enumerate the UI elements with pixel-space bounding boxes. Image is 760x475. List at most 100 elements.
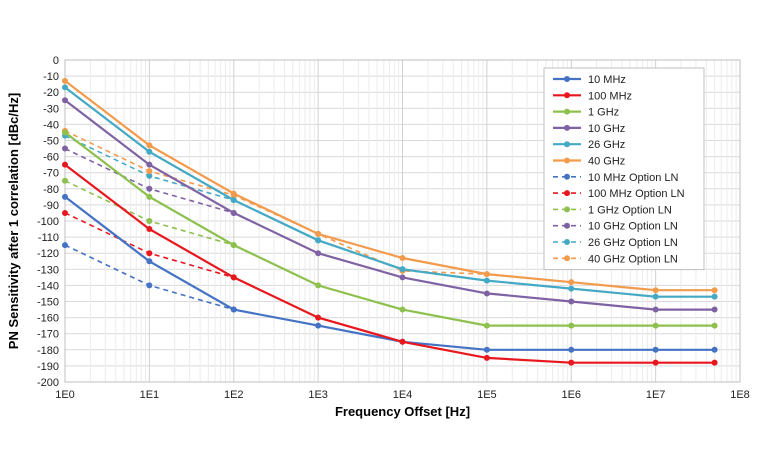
data-point — [711, 306, 718, 313]
plot-area-border — [64, 59, 741, 383]
series-1-ghz — [62, 129, 718, 329]
legend-item: 10 MHz Option LN — [553, 172, 679, 184]
legend-marker — [564, 141, 570, 148]
data-point — [230, 306, 237, 313]
legend-label: 10 MHz Option LN — [588, 172, 679, 184]
data-point — [483, 271, 490, 278]
y-tick-label: -160 — [37, 313, 59, 325]
data-point — [568, 322, 575, 329]
series-10-ghz — [62, 97, 718, 313]
legend-item: 26 GHz — [553, 139, 625, 151]
legend-item: 100 MHz — [553, 90, 632, 102]
data-point — [230, 197, 237, 204]
legend-label: 40 GHz — [588, 156, 625, 168]
data-point — [146, 148, 153, 155]
data-point — [568, 346, 575, 353]
y-tick-label: -50 — [43, 136, 59, 148]
data-point — [483, 290, 490, 297]
data-point — [230, 242, 237, 249]
legend-marker — [564, 190, 570, 197]
data-point — [568, 359, 575, 366]
legend-item: 26 GHz Option LN — [553, 237, 678, 249]
legend-marker — [564, 157, 570, 164]
x-tick-label: 1E0 — [55, 389, 75, 401]
data-point — [62, 84, 68, 91]
legend-marker — [564, 92, 570, 99]
legend-item: 40 GHz — [553, 156, 625, 168]
legend-label: 10 MHz — [588, 74, 626, 86]
x-tick-label: 1E8 — [730, 389, 750, 401]
data-point — [711, 287, 718, 294]
legend-marker — [564, 76, 570, 82]
data-point — [568, 298, 575, 305]
data-point — [62, 193, 68, 200]
y-tick-label: 0 — [53, 55, 59, 67]
legend-box — [543, 67, 705, 271]
data-point — [146, 193, 153, 200]
data-point — [230, 274, 237, 281]
data-point — [652, 287, 659, 294]
legend-marker — [564, 124, 570, 131]
series-layer — [62, 77, 718, 366]
legend-marker — [564, 108, 570, 115]
data-point — [399, 306, 406, 313]
data-point — [652, 293, 659, 300]
data-point — [62, 242, 68, 249]
data-point — [230, 209, 237, 216]
legend-label: 100 MHz — [588, 90, 632, 102]
legend-label: 40 GHz Option LN — [588, 253, 678, 265]
x-tick-label: 1E6 — [561, 389, 581, 401]
data-point — [315, 322, 322, 329]
data-point — [315, 237, 322, 244]
legend-label: 1 GHz Option LN — [588, 204, 672, 216]
data-point — [652, 306, 659, 313]
y-tick-label: -30 — [43, 103, 59, 115]
legend-label: 26 GHz — [588, 139, 625, 151]
legend-marker — [564, 239, 570, 245]
data-point — [711, 346, 718, 353]
data-point — [711, 322, 718, 329]
data-point — [399, 266, 406, 273]
legend-item: 10 GHz — [553, 123, 625, 135]
data-point — [315, 250, 322, 257]
y-tick-label: -120 — [37, 248, 59, 260]
data-point — [483, 322, 490, 329]
y-tick-label: -60 — [43, 152, 59, 164]
data-point — [146, 168, 153, 175]
data-point — [652, 346, 659, 353]
legend-item: 10 GHz Option LN — [553, 221, 678, 233]
x-tick-label: 1E2 — [224, 389, 244, 401]
y-tick-label: -170 — [37, 329, 59, 341]
legend-item: 10 MHz — [553, 74, 626, 86]
data-point — [568, 279, 575, 286]
data-point — [399, 338, 406, 345]
data-point — [146, 161, 153, 168]
data-point — [315, 282, 322, 289]
y-tick-label: -110 — [38, 232, 59, 244]
data-point — [62, 77, 68, 84]
legend: 10 MHz 100 MHz 1 GHz 10 GHz 26 GHz 40 GHz 10 M… — [543, 67, 705, 271]
legend-marker — [564, 206, 570, 213]
data-point — [568, 285, 575, 292]
data-point — [652, 322, 659, 329]
y-tick-label: -40 — [43, 119, 59, 131]
data-point — [62, 209, 68, 216]
x-tick-label: 1E5 — [477, 389, 497, 401]
x-tick-label: 1E7 — [646, 389, 666, 401]
data-point — [146, 185, 153, 192]
y-tick-label: -200 — [37, 377, 59, 389]
y-tick-label: -190 — [37, 361, 59, 373]
data-point — [146, 142, 153, 149]
data-point — [146, 258, 153, 265]
data-point — [399, 255, 406, 262]
x-tick-label: 1E3 — [308, 389, 328, 401]
data-point — [146, 226, 153, 233]
data-point — [230, 190, 237, 197]
y-tick-label: -180 — [37, 345, 59, 357]
y-tick-label: -150 — [37, 297, 59, 309]
data-point — [62, 97, 68, 104]
y-tick-label: -80 — [43, 184, 59, 196]
data-point — [711, 293, 718, 300]
data-point — [652, 359, 659, 366]
legend-item: 1 GHz — [553, 107, 619, 119]
